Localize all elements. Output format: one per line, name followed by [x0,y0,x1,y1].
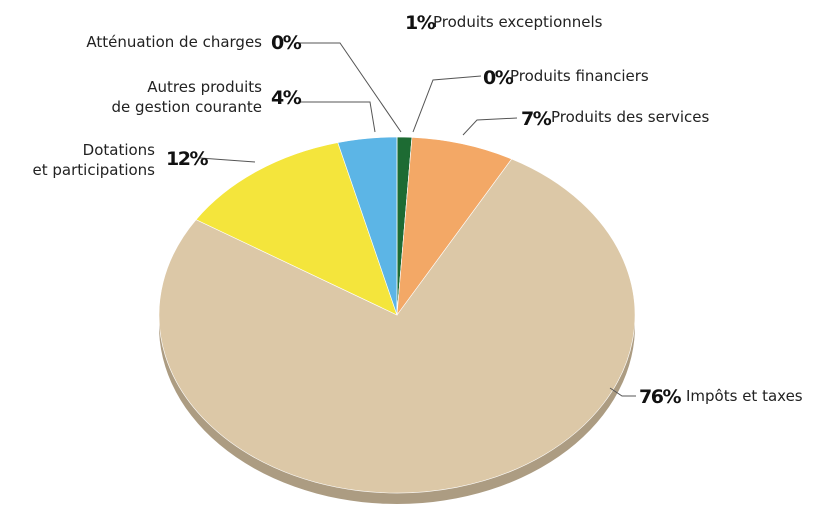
category-label: Produits des services [551,108,710,126]
data-label: 12% [166,148,208,170]
data-label: 76% [639,386,681,408]
category-label-line: et participations [33,161,156,179]
category-label-line: Autres produits [147,78,262,96]
category-label: Produits exceptionnels [433,13,603,31]
category-label: Autres produits de gestion courante [112,78,263,116]
category-label: Dotations et participations [33,141,156,179]
data-label: 0% [483,67,514,89]
category-label: Atténuation de charges [86,33,262,51]
category-label-line: Dotations [83,141,156,159]
slice [396,137,513,317]
slice [195,142,398,316]
data-label: 7% [521,108,552,130]
leader-line [412,75,482,133]
data-label: 1% [405,12,436,34]
data-label: 0% [271,32,302,54]
category-label-line: de gestion courante [112,98,263,116]
leader-line [199,157,256,163]
leader-line [462,117,518,136]
leader-line [298,42,402,133]
data-label: 4% [271,87,302,109]
leader-line [298,101,376,133]
leader-line [609,387,636,397]
slice [158,158,636,494]
category-label: Impôts et taxes [686,387,803,405]
category-label: Produits financiers [510,67,649,85]
